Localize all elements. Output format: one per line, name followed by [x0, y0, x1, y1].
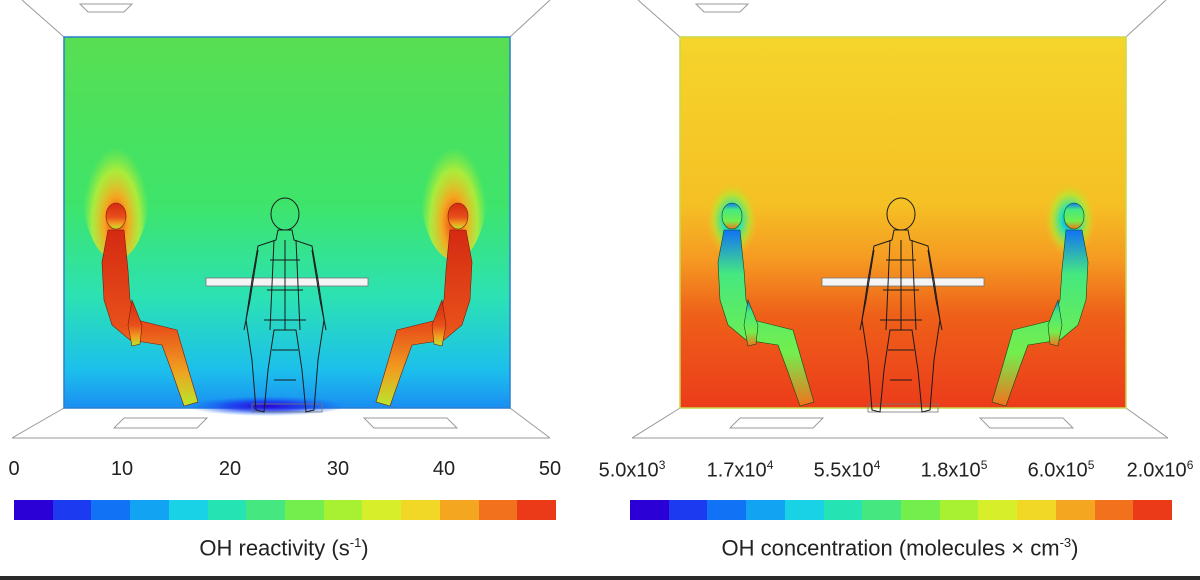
colorbar-swatch: [439, 500, 479, 520]
seated-occupant-right: [375, 202, 473, 407]
colorbar-swatch: [1094, 500, 1134, 520]
head-plume-right: [420, 110, 488, 260]
seated-occupant-left: [717, 202, 815, 407]
room-frame: [631, 0, 1169, 439]
reactivity-tick: 20: [218, 458, 242, 480]
colorbar-swatch: [478, 500, 518, 520]
reactivity-tick: 50: [538, 458, 562, 480]
concentration-room-view: [631, 0, 1169, 439]
colorbar-swatch: [978, 500, 1018, 520]
colorbar-swatch: [130, 500, 169, 520]
reactivity-tick: 10: [110, 458, 134, 480]
reactivity-room-view: [12, 0, 551, 439]
reactivity-tick: 0: [8, 458, 20, 480]
concentration-colorbar: [630, 500, 1173, 520]
colorbar-swatch: [939, 500, 979, 520]
colorbar-swatch: [668, 500, 708, 520]
colorbar-swatch: [168, 500, 208, 520]
table: [821, 277, 985, 413]
floor-minimum: [187, 396, 347, 416]
colorbar-swatch: [746, 500, 785, 520]
colorbar-swatch: [362, 500, 402, 520]
reactivity-tick: 40: [432, 458, 456, 480]
colorbar-swatch: [401, 500, 440, 520]
head-plume-left: [82, 110, 150, 260]
colorbar-swatch: [52, 500, 92, 520]
colorbar-swatch: [323, 500, 363, 520]
concentration-tick: 6.0x105: [1027, 458, 1095, 482]
colorbar-swatch: [246, 500, 286, 520]
colorbar-swatch: [823, 500, 863, 520]
concentration-tick-row: 5.0x103 1.7x104 5.5x104 1.8x105 6.0x105 …: [580, 458, 1200, 486]
concentration-tick: 5.0x103: [598, 458, 666, 482]
colorbar-swatch: [707, 500, 747, 520]
colorbar-swatch: [784, 500, 824, 520]
colorbar-swatch: [862, 500, 902, 520]
colorbar-swatch: [91, 500, 131, 520]
concentration-colorbar-label: OH concentration (molecules × cm-3): [721, 535, 1079, 561]
reactivity-tick: 30: [326, 458, 350, 480]
standing-occupant-wireframe: [859, 197, 943, 413]
colorbar-swatch: [1055, 500, 1095, 520]
room-frame: [12, 0, 551, 439]
seated-occupant-right: [991, 202, 1089, 407]
reactivity-colorbar-label: OH reactivity (s-1): [199, 535, 369, 561]
colorbar-swatch: [1133, 500, 1173, 520]
concentration-tick: 5.5x104: [813, 458, 881, 482]
seated-occupant-left: [101, 202, 199, 407]
standing-occupant-wireframe: [243, 197, 327, 413]
concentration-tick: 1.7x104: [706, 458, 774, 482]
colorbar-swatch: [207, 500, 247, 520]
table: [205, 277, 369, 413]
bottom-rule: [0, 576, 1200, 580]
reactivity-colorbar: [14, 500, 557, 520]
concentration-tick: 2.0x106: [1126, 458, 1194, 482]
colorbar-swatch: [14, 500, 53, 520]
colorbar-swatch: [1017, 500, 1056, 520]
reactivity-tick-row: 0 10 20 30 40 50: [8, 458, 572, 486]
concentration-tick: 1.8x105: [920, 458, 988, 482]
colorbar-swatch: [630, 500, 669, 520]
colorbar-swatch: [517, 500, 557, 520]
colorbar-swatch: [285, 500, 324, 520]
colorbar-swatch: [901, 500, 940, 520]
